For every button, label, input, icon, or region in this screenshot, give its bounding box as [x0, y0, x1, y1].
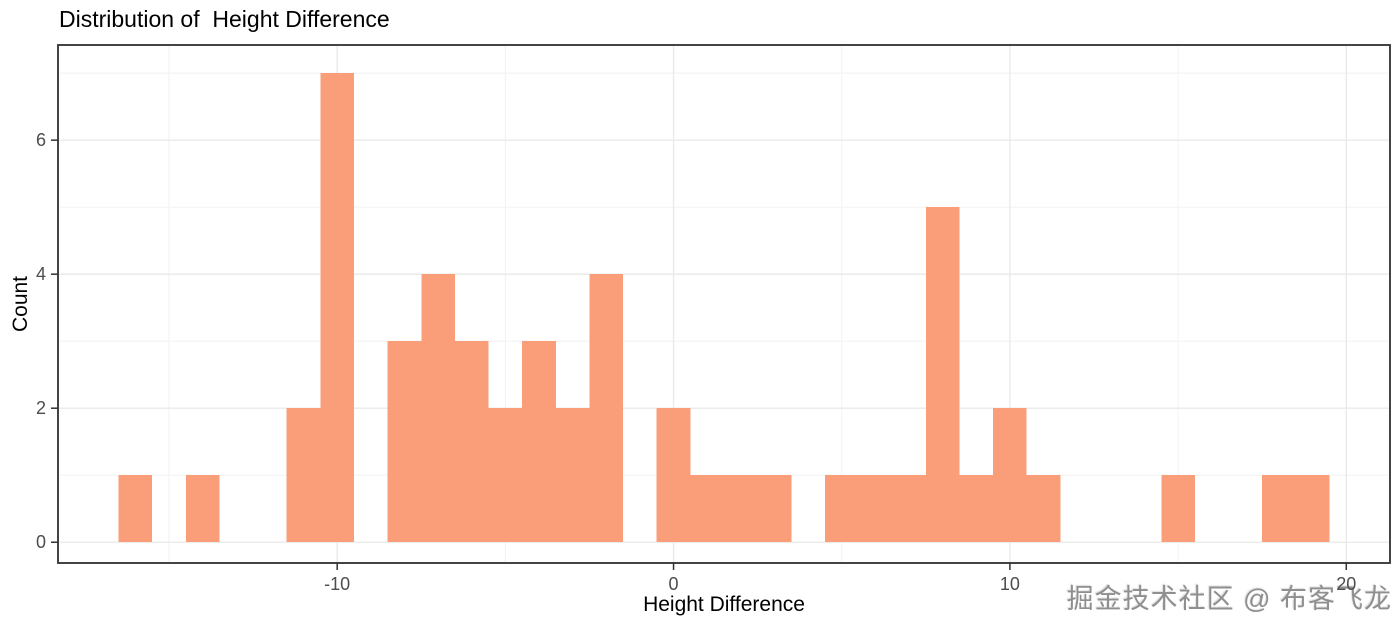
- chart-title: Distribution of Height Difference: [59, 6, 390, 32]
- histogram-bar: [959, 475, 994, 543]
- y-tick-label: 6: [36, 130, 46, 150]
- histogram-bar: [690, 475, 724, 543]
- panel-border: [57, 44, 1391, 564]
- watermark: 掘金技术社区 @ 布客飞龙: [1066, 584, 1392, 614]
- histogram-bar: [185, 475, 220, 543]
- histogram-bar: [1262, 475, 1296, 543]
- histogram-bar: [993, 408, 1027, 543]
- histogram-bar: [757, 475, 792, 543]
- x-tick-label: 0: [669, 574, 679, 594]
- x-tick-label: 20: [1336, 574, 1356, 594]
- histogram-bar: [824, 475, 859, 543]
- histogram-bar: [421, 274, 455, 543]
- histogram-bar: [454, 341, 489, 543]
- y-tick-label: 4: [36, 264, 46, 284]
- y-tick-label: 0: [36, 532, 46, 552]
- x-axis-label: Height Difference: [643, 593, 805, 616]
- histogram-bar: [286, 408, 321, 543]
- histogram-bar: [118, 475, 153, 543]
- histogram-bar: [858, 475, 893, 543]
- histogram-bar: [387, 341, 422, 543]
- y-axis-label: Count: [9, 275, 32, 333]
- histogram-bar: [892, 475, 926, 543]
- histogram-bar: [1161, 475, 1195, 543]
- histogram-bar: [320, 73, 354, 543]
- histogram-bar: [522, 341, 556, 543]
- histogram-bar: [1026, 475, 1061, 543]
- histogram-bar: [656, 408, 691, 543]
- histogram-bar: [589, 274, 624, 543]
- y-tick-label: 2: [36, 398, 46, 418]
- x-tick-label: -10: [324, 574, 350, 594]
- x-tick-label: 10: [1000, 574, 1020, 594]
- histogram-bar: [488, 408, 523, 543]
- histogram-bar: [555, 408, 590, 543]
- histogram-bar: [724, 475, 758, 543]
- histogram-bar: [925, 207, 960, 543]
- histogram-bar: [1295, 475, 1330, 543]
